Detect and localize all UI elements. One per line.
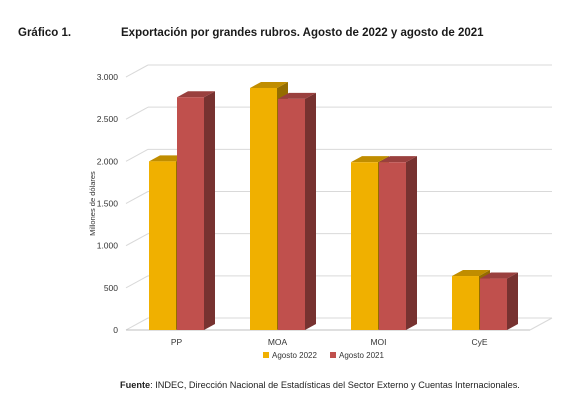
- chart-title: Exportación por grandes rubros. Agosto d…: [121, 27, 484, 39]
- chart-area: 0 500 1.000 1.500 2.000 2.500 3.000 Millones de…: [88, 64, 553, 360]
- bar: [177, 97, 204, 331]
- bar: [379, 162, 406, 330]
- legend-label: Agosto 2022: [272, 351, 317, 360]
- bar-side: [204, 91, 215, 331]
- bar-top: [351, 156, 389, 163]
- bar: [250, 87, 277, 330]
- y-tick-label: 500: [104, 283, 118, 293]
- bar-side: [305, 92, 316, 330]
- source-label: Fuente: [120, 380, 151, 390]
- gridline-side: [125, 233, 149, 247]
- y-tick-label: 1.500: [97, 199, 119, 209]
- gridline-side: [125, 275, 149, 289]
- bar: [480, 278, 507, 330]
- x-tick-label: PP: [171, 337, 183, 347]
- legend-label: Agosto 2021: [339, 351, 384, 360]
- bar-top: [379, 156, 417, 163]
- y-tick-label: 1.000: [97, 241, 119, 251]
- source-text: : INDEC, Dirección Nacional de Estadísti…: [150, 380, 520, 390]
- bar-side: [406, 156, 417, 330]
- x-tick-label: CyE: [471, 337, 487, 347]
- bar-top: [278, 92, 316, 99]
- bar-top: [452, 270, 490, 277]
- bar: [278, 98, 305, 330]
- bar: [351, 162, 378, 330]
- y-tick-label: 2.500: [97, 114, 119, 124]
- figure-label: Gráfico 1.: [18, 27, 72, 39]
- gridline-side: [125, 64, 149, 78]
- gridline-side: [125, 106, 149, 120]
- bar-top: [480, 272, 518, 279]
- gridline-side: [125, 317, 149, 331]
- bar-side: [507, 272, 518, 330]
- gridline-side: [125, 148, 149, 162]
- floor-side-edge: [529, 317, 553, 331]
- y-tick-label: 0: [113, 325, 118, 335]
- y-axis-title: Millones de dólares: [88, 171, 97, 236]
- legend-swatch: [330, 352, 336, 358]
- bar-top: [177, 91, 215, 98]
- x-tick-label: MOI: [370, 337, 386, 347]
- y-tick-label: 3.000: [97, 72, 119, 82]
- bar-top: [250, 81, 288, 88]
- y-tick-label: 2.000: [97, 156, 119, 166]
- bar: [149, 161, 176, 330]
- legend-swatch: [263, 352, 269, 358]
- bar: [452, 276, 479, 330]
- x-tick-label: MOA: [268, 337, 288, 347]
- source-note: Fuente: INDEC, Dirección Nacional de Est…: [120, 380, 520, 390]
- gridline-side: [125, 191, 149, 204]
